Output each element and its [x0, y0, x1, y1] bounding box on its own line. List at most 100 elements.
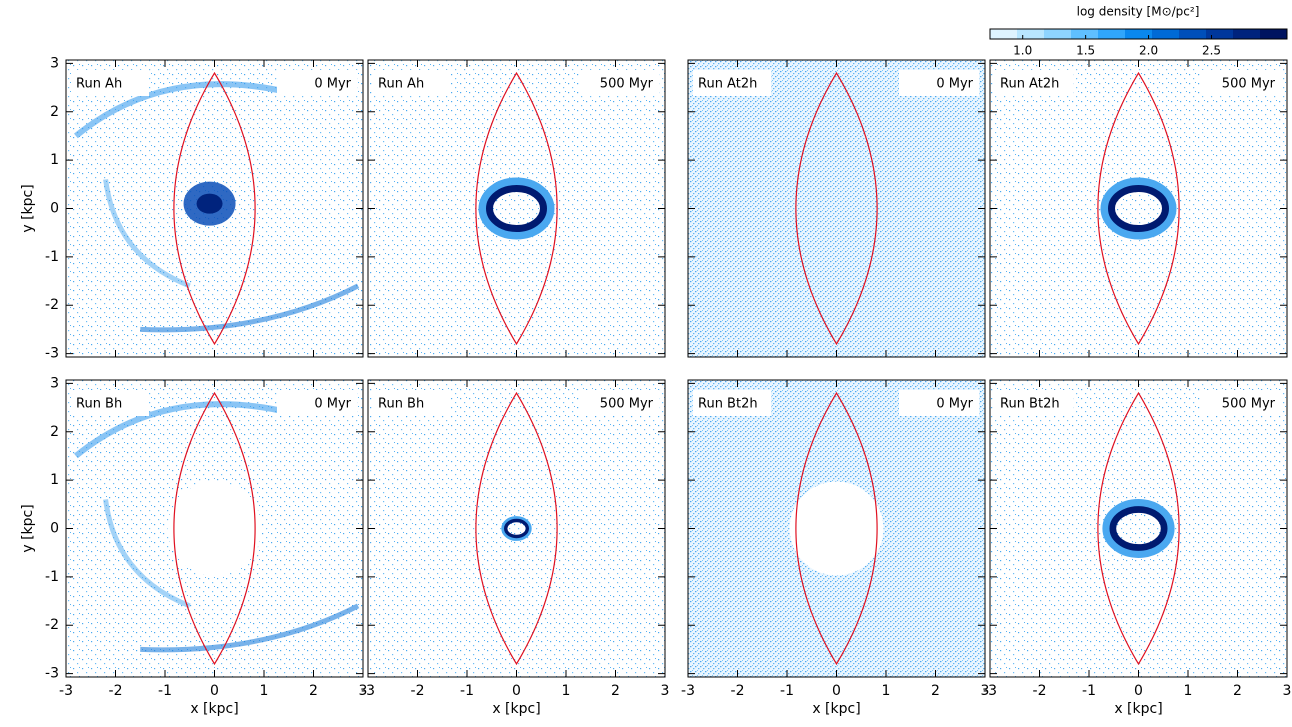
nuclear-ring — [1108, 185, 1169, 232]
y-tick-label: -1 — [45, 569, 59, 585]
panel: Run At2h 0 Myr — [687, 59, 986, 358]
colorbar-band — [1233, 29, 1261, 39]
y-tick-label: 0 — [50, 201, 59, 217]
density-map — [990, 60, 1287, 357]
run-label: Run Bh — [378, 397, 424, 412]
label-box — [277, 390, 357, 416]
label-box — [579, 70, 659, 96]
x-tick-label: -1 — [158, 683, 172, 699]
label-box — [693, 70, 771, 96]
colorbar-tick-label: 1.5 — [1076, 44, 1095, 58]
label-box — [277, 70, 357, 96]
label-box — [373, 70, 451, 96]
nuclear-ring — [504, 518, 530, 539]
x-tick-label: -2 — [109, 683, 123, 699]
colorbar-tick-label: 2.0 — [1139, 44, 1158, 58]
density-map — [66, 380, 363, 677]
label-box — [71, 70, 149, 96]
time-label: 500 Myr — [1222, 77, 1276, 92]
nuclear-ring — [1109, 506, 1168, 551]
density-map — [368, 60, 665, 357]
y-tick-label: -2 — [45, 297, 59, 313]
time-label: 500 Myr — [600, 77, 654, 92]
density-map — [368, 380, 665, 677]
x-tick-label: 2 — [611, 683, 620, 699]
y-tick-label: 2 — [50, 424, 59, 440]
colorbar-band — [1044, 29, 1072, 39]
run-label: Run Bt2h — [1000, 397, 1060, 412]
run-label: Run Bt2h — [698, 397, 758, 412]
label-box — [899, 70, 979, 96]
x-tick-label: 3 — [661, 683, 670, 699]
x-tick-label: -1 — [780, 683, 794, 699]
panel: -3 -2 -1 0 1 2 3 y [kpc] Run Ah 0 Myr — [20, 55, 364, 362]
density-field — [990, 380, 1287, 677]
x-tick-label: 3 — [981, 683, 990, 699]
x-axis-label: x [kpc] — [492, 701, 540, 717]
spiral-arm — [140, 283, 360, 333]
lens-contour — [173, 71, 256, 346]
x-tick-label: 0 — [832, 683, 841, 699]
lens-contour — [795, 391, 878, 666]
time-label: 0 Myr — [936, 397, 973, 412]
x-tick-label: -3 — [983, 683, 997, 699]
y-tick-label: 1 — [50, 472, 59, 488]
ring-halo — [478, 177, 555, 240]
x-tick-label: 0 — [512, 683, 521, 699]
x-tick-label: -1 — [1082, 683, 1096, 699]
panel: -3 -2 -1 0 1 2 3 -3 -2 -1 0 1 2 3 x [kpc] y [kpc] Run Bh… — [20, 375, 367, 717]
colorbar-band — [1179, 29, 1207, 39]
density-field — [368, 60, 665, 357]
x-tick-label: 1 — [882, 683, 891, 699]
density-map — [990, 380, 1287, 677]
label-box — [995, 70, 1073, 96]
colorbar-band — [990, 29, 1018, 39]
lens-contour — [475, 71, 558, 346]
colorbar-frame — [989, 28, 1288, 40]
y-tick-label: 0 — [50, 521, 59, 537]
lens-contour — [1097, 71, 1180, 346]
x-tick-label: -2 — [1033, 683, 1047, 699]
time-label: 500 Myr — [600, 397, 654, 412]
lens-contour — [795, 71, 878, 346]
lens-contour — [173, 391, 256, 666]
run-label: Run Ah — [76, 77, 122, 92]
time-label: 500 Myr — [1222, 397, 1276, 412]
time-label: 0 Myr — [936, 77, 973, 92]
run-label: Run Bh — [76, 397, 122, 412]
x-axis-label: x [kpc] — [812, 701, 860, 717]
x-tick-label: 1 — [1184, 683, 1193, 699]
x-tick-label: -2 — [411, 683, 425, 699]
density-field — [688, 60, 985, 357]
spiral-arm — [74, 401, 290, 459]
x-tick-label: 1 — [562, 683, 571, 699]
density-field — [368, 380, 665, 677]
y-tick-label: -3 — [45, 346, 59, 362]
x-tick-label: -3 — [59, 683, 73, 699]
x-tick-label: 0 — [1134, 683, 1143, 699]
excised-region — [789, 481, 884, 576]
lens-contour — [475, 391, 558, 666]
x-tick-label: -2 — [731, 683, 745, 699]
run-label: Run At2h — [1000, 77, 1059, 92]
y-tick-label: 2 — [50, 104, 59, 120]
density-map — [66, 60, 363, 357]
x-tick-label: -3 — [681, 683, 695, 699]
spiral-arm — [103, 499, 191, 609]
label-box — [995, 390, 1073, 416]
label-box — [579, 390, 659, 416]
x-tick-label: 2 — [309, 683, 318, 699]
run-label: Run Ah — [378, 77, 424, 92]
x-tick-label: 3 — [1283, 683, 1292, 699]
x-tick-label: 3 — [359, 683, 368, 699]
label-box — [373, 390, 451, 416]
time-label: 0 Myr — [314, 77, 351, 92]
nuclear-ring — [486, 185, 547, 232]
density-map — [688, 380, 985, 677]
y-axis-label: y [kpc] — [20, 504, 36, 552]
colorbar-band — [1206, 29, 1234, 39]
ring-halo — [1102, 499, 1175, 558]
ring-halo — [501, 516, 532, 541]
time-label: 0 Myr — [314, 397, 351, 412]
